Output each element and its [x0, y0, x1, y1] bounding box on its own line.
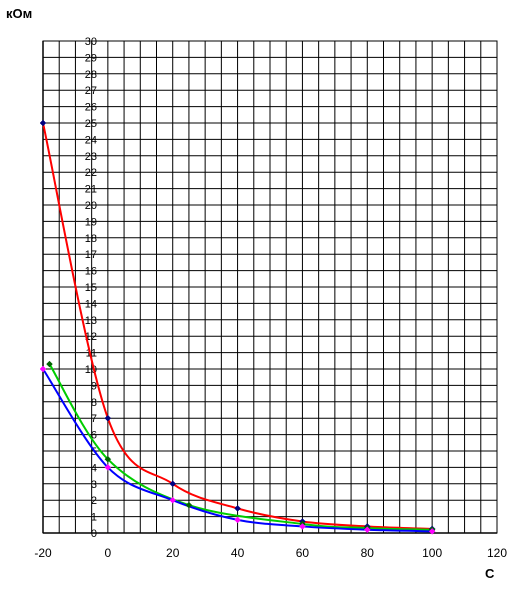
x-tick-label: 0 [105, 546, 112, 560]
x-tick-label: 120 [487, 546, 507, 560]
y-tick-label: 6 [91, 430, 97, 442]
y-tick-labels: 0123456789101112131415161718192021222324… [85, 36, 97, 540]
y-tick-label: 25 [85, 118, 97, 130]
y-tick-label: 23 [85, 151, 97, 163]
series-3-point [363, 526, 371, 534]
y-tick-label: 20 [85, 200, 97, 212]
y-tick-label: 17 [85, 249, 97, 261]
x-tick-label: 80 [361, 546, 375, 560]
y-tick-label: 28 [85, 69, 97, 81]
series-2-point [46, 360, 53, 368]
y-tick-label: 8 [91, 397, 97, 409]
y-tick-label: 11 [86, 348, 97, 360]
x-tick-labels: -20 0 20 40 60 80 100 120 [34, 546, 507, 560]
y-tick-label: 1 [91, 512, 97, 524]
x-tick-label: 20 [166, 546, 180, 560]
x-tick-label: 40 [231, 546, 245, 560]
series-markers [39, 119, 436, 535]
series-2-point [185, 501, 193, 509]
y-tick-label: 7 [91, 413, 97, 425]
series-3-point [428, 528, 436, 535]
series-2-point [104, 455, 112, 463]
y-tick-label: 3 [91, 479, 97, 491]
y-tick-label: 26 [85, 102, 97, 114]
series-3-point [234, 516, 241, 524]
y-tick-label: 19 [85, 216, 97, 228]
y-tick-label: 2 [91, 495, 97, 507]
x-tick-label: 60 [296, 546, 310, 560]
series-1-point [39, 119, 47, 127]
series-3-point [39, 365, 47, 373]
series-1-line [42, 122, 433, 530]
y-tick-label: 15 [85, 282, 97, 294]
y-tick-label: 13 [85, 315, 97, 327]
y-tick-label: 16 [85, 266, 97, 278]
series-3-point [169, 496, 177, 504]
y-tick-label: 27 [85, 85, 97, 97]
series-1-point [104, 414, 112, 422]
x-tick-label: 100 [422, 546, 442, 560]
y-tick-label: 18 [85, 233, 97, 245]
y-tick-label: 24 [85, 134, 97, 146]
y-axis-label: кОм [6, 6, 32, 21]
y-tick-label: 21 [85, 184, 97, 196]
series-3-point [299, 523, 306, 530]
y-tick-label: 4 [91, 462, 97, 474]
y-tick-label: 0 [91, 528, 97, 540]
y-tick-label: 14 [85, 298, 97, 310]
y-tick-label: 29 [85, 52, 97, 64]
grid [42, 40, 498, 534]
y-tick-label: 22 [85, 167, 97, 179]
y-tick-label: 30 [85, 36, 97, 48]
series-3-point [104, 464, 112, 471]
y-tick-label: 5 [91, 446, 97, 458]
y-tick-label: 9 [91, 380, 97, 392]
series-1-point [169, 480, 177, 488]
x-axis-label: C [485, 566, 495, 581]
series-1-point [234, 505, 241, 512]
x-tick-label: -20 [34, 546, 52, 560]
